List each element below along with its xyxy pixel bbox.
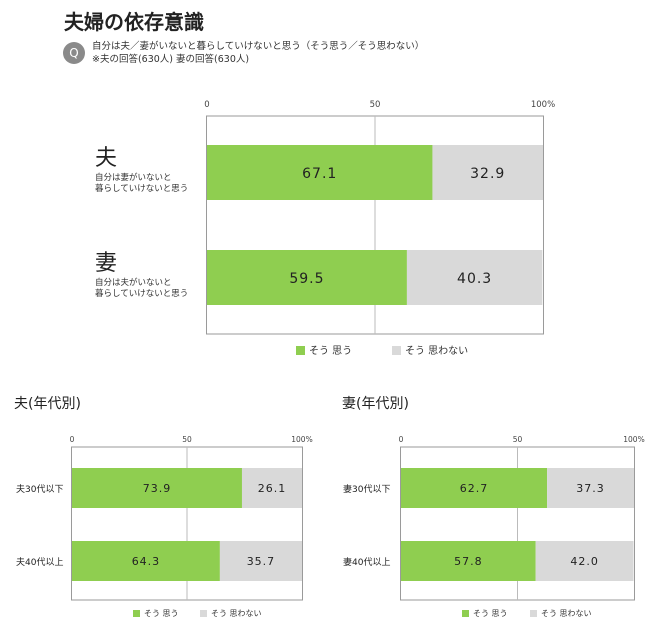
legend-swatch-disagree (200, 610, 207, 617)
bar-disagree (535, 541, 634, 581)
x-tick-label: 100% (623, 435, 644, 444)
x-tick-label: 50 (370, 100, 381, 110)
bar-disagree (406, 250, 543, 305)
bar-disagree (547, 468, 634, 508)
bar-value-label: 40.3 (457, 271, 492, 287)
category-label: 妻30代以下 (343, 483, 390, 495)
bar-value-label: 26.1 (258, 482, 287, 495)
chart-title: 夫(年代別) (14, 396, 81, 412)
bar-disagree (432, 145, 543, 200)
bar-agree (207, 250, 407, 305)
category-sublabel: 暮らしていけないと思う (95, 288, 188, 299)
legend-swatch-disagree (530, 610, 537, 617)
respondent-note: ※夫の回答(630人) 妻の回答(630人) (92, 54, 250, 65)
page-title: 夫婦の依存意識 (64, 10, 204, 34)
x-tick-label: 0 (399, 435, 404, 444)
bar-value-label: 37.3 (576, 482, 605, 495)
bar-agree (207, 145, 433, 200)
bar-agree (401, 468, 548, 508)
bar-value-label: 42.0 (570, 555, 599, 568)
legend-label: そう 思う (144, 609, 179, 618)
category-sublabel: 自分は妻がいないと (95, 172, 172, 183)
category-label: 夫40代以上 (16, 556, 63, 568)
x-tick-label: 50 (182, 435, 192, 444)
bar-value-label: 73.9 (143, 482, 172, 495)
question-badge: Q (63, 42, 85, 64)
legend-label: そう 思わない (405, 345, 468, 357)
bar-value-label: 57.8 (454, 555, 483, 568)
legend-label: そう 思う (473, 609, 508, 618)
bar-agree (72, 468, 242, 508)
category-label: 夫30代以下 (16, 483, 63, 495)
chart-title: 妻(年代別) (342, 396, 409, 412)
legend-label: そう 思わない (211, 609, 262, 618)
category-sublabel: 暮らしていけないと思う (95, 183, 188, 194)
bar-disagree (241, 468, 302, 508)
question-line: 自分は夫／妻がいないと暮らしていけないと思う（そう思う／そう思わない） (92, 41, 425, 52)
bar-agree (72, 541, 220, 581)
category-label: 妻 (95, 251, 117, 276)
legend-swatch-disagree (392, 346, 401, 355)
bar-value-label: 62.7 (460, 482, 489, 495)
bar-agree (401, 541, 536, 581)
x-tick-label: 50 (513, 435, 523, 444)
legend-label: そう 思う (309, 345, 352, 357)
question-text: 自分は夫／妻がいないと暮らしていけないと思う（そう思う／そう思わない） ※夫の回… (92, 40, 424, 66)
bar-value-label: 67.1 (302, 166, 337, 182)
bar-value-label: 64.3 (132, 555, 161, 568)
bar-value-label: 59.5 (289, 271, 324, 287)
bar-value-label: 35.7 (247, 555, 276, 568)
legend-swatch-agree (296, 346, 305, 355)
x-tick-label: 100% (531, 100, 555, 110)
x-tick-label: 0 (70, 435, 75, 444)
category-sublabel: 自分は夫がいないと (95, 277, 172, 288)
category-label: 夫 (95, 146, 117, 171)
legend-swatch-agree (133, 610, 140, 617)
legend-swatch-agree (462, 610, 469, 617)
x-tick-label: 0 (204, 100, 209, 110)
category-label: 妻40代以上 (343, 556, 390, 568)
bar-disagree (219, 541, 302, 581)
x-tick-label: 100% (291, 435, 312, 444)
legend-label: そう 思わない (541, 609, 592, 618)
bar-value-label: 32.9 (470, 166, 505, 182)
